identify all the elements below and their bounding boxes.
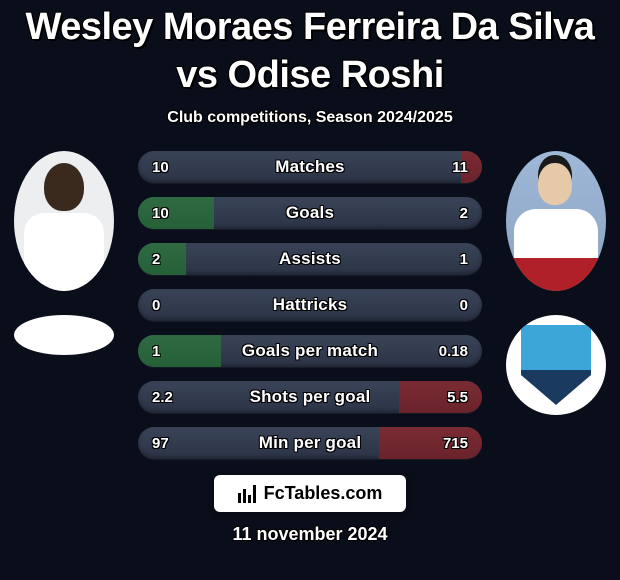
stat-value-left: 2: [152, 251, 160, 268]
club-logo-right: [506, 315, 606, 415]
stat-label: Hattricks: [273, 295, 348, 315]
stat-fill-left: [138, 197, 214, 229]
stat-value-left: 2.2: [152, 389, 173, 406]
subtitle: Club competitions, Season 2024/2025: [167, 109, 452, 127]
stat-fill-left: [138, 243, 186, 275]
stat-label: Goals: [286, 203, 334, 223]
stat-value-right: 1: [460, 251, 468, 268]
left-column: [14, 151, 114, 355]
stat-value-left: 1: [152, 343, 160, 360]
stat-value-right: 0: [460, 297, 468, 314]
stat-label: Matches: [275, 157, 344, 177]
chart-icon: [238, 485, 256, 503]
stat-row: 10 Goals 2: [138, 197, 482, 229]
stat-label: Min per goal: [259, 433, 362, 453]
stat-row: 1 Goals per match 0.18: [138, 335, 482, 367]
club-logo-left: [14, 315, 114, 355]
stat-value-left: 97: [152, 435, 169, 452]
stat-value-right: 2: [460, 205, 468, 222]
stat-value-right: 715: [443, 435, 468, 452]
stat-fill-right: [399, 381, 482, 413]
stat-label: Assists: [279, 249, 341, 269]
main-area: 10Matches1110Goals22Assists10Hattricks01…: [0, 151, 620, 459]
stat-row: 2.2 Shots per goal 5.5: [138, 381, 482, 413]
player-photo-left: [14, 151, 114, 291]
right-column: [506, 151, 606, 415]
comparison-card: Wesley Moraes Ferreira Da Silva vs Odise…: [0, 0, 620, 580]
stat-label: Shots per goal: [250, 387, 371, 407]
stat-row: 10 Matches 11: [138, 151, 482, 183]
stat-value-left: 10: [152, 205, 169, 222]
player-photo-right: [506, 151, 606, 291]
stat-fill-left: [138, 335, 221, 367]
stat-value-right: 11: [452, 159, 468, 176]
stat-row: 0 Hattricks 0: [138, 289, 482, 321]
site-label: FcTables.com: [264, 483, 383, 504]
stat-row: 2 Assists 1: [138, 243, 482, 275]
stats-list: 10Matches1110Goals22Assists10Hattricks01…: [138, 151, 482, 459]
site-badge[interactable]: FcTables.com: [214, 475, 407, 512]
page-title: Wesley Moraes Ferreira Da Silva vs Odise…: [0, 4, 620, 99]
stat-row: 97 Min per goal 715: [138, 427, 482, 459]
stat-label: Goals per match: [242, 341, 378, 361]
stat-value-right: 5.5: [447, 389, 468, 406]
stat-value-left: 0: [152, 297, 160, 314]
stat-value-right: 0.18: [439, 343, 468, 360]
date-label: 11 november 2024: [232, 524, 387, 545]
stat-value-left: 10: [152, 159, 169, 176]
